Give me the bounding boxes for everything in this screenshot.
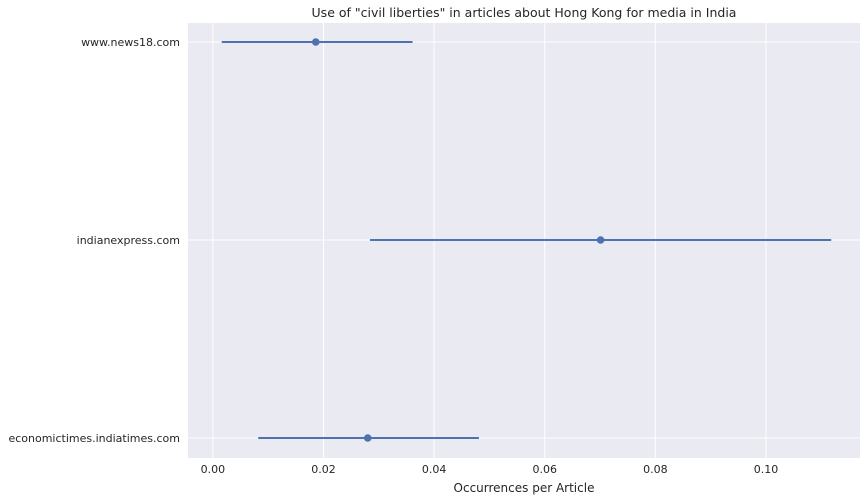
x-tick-label: 0.04 [422,463,447,476]
data-marks [221,38,832,442]
x-tick-label: 0.10 [754,463,779,476]
x-tick-labels: 0.00 0.02 0.04 0.06 0.08 0.10 [201,463,779,476]
x-tick-label: 0.06 [532,463,557,476]
chart-title: Use of "civil liberties" in articles abo… [312,5,737,20]
data-point [311,38,320,46]
y-tick-label: economictimes.indiatimes.com [8,432,180,445]
y-tick-label: www.news18.com [81,36,180,49]
x-tick-label: 0.08 [643,463,668,476]
x-axis-label: Occurrences per Article [454,481,595,495]
data-point [596,236,605,244]
y-tick-labels: www.news18.com indianexpress.com economict… [8,36,180,445]
y-tick-label: indianexpress.com [77,234,180,247]
x-tick-label: 0.02 [311,463,336,476]
data-point [363,434,372,442]
x-tick-label: 0.00 [201,463,226,476]
